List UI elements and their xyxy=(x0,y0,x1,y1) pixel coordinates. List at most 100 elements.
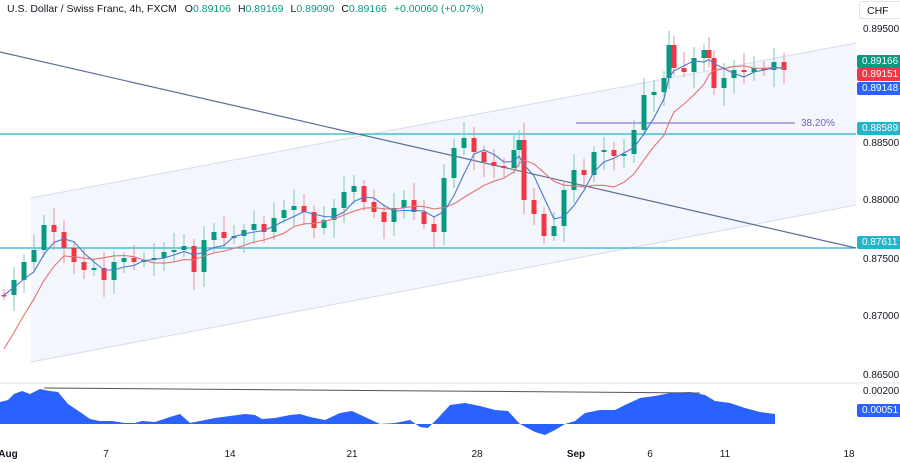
candle-body xyxy=(491,162,497,166)
candle-body xyxy=(21,262,27,280)
candle-body xyxy=(471,138,477,152)
candle-body xyxy=(361,186,367,202)
candle-body xyxy=(701,50,707,58)
time-tick-label: 18 xyxy=(843,449,855,460)
candle-body xyxy=(751,68,757,72)
price-tick-label: 0.89500 xyxy=(863,24,900,35)
candle-body xyxy=(51,225,57,232)
candle-body xyxy=(331,208,337,220)
price-tick-label: 0.88000 xyxy=(863,195,900,206)
candle-body xyxy=(591,152,597,175)
time-tick-label: 14 xyxy=(224,449,236,460)
candle-body xyxy=(321,220,327,228)
high-label: H xyxy=(237,3,246,15)
high-value: 0.89169 xyxy=(245,3,284,15)
price-tick-label: 0.88500 xyxy=(863,138,900,149)
candle-body xyxy=(771,62,777,70)
candle-body xyxy=(291,206,297,210)
candle-body xyxy=(681,68,687,72)
time-tick-label: 28 xyxy=(471,449,483,460)
candle-body xyxy=(381,212,387,222)
candle-body xyxy=(431,224,437,232)
candle-body xyxy=(631,130,637,154)
low-label: L xyxy=(290,3,297,15)
oscillator-divergence-line xyxy=(43,387,701,394)
candle-body xyxy=(706,50,712,58)
osc-value-tag: 0.00051 xyxy=(857,404,900,417)
candle-body xyxy=(571,170,577,190)
candle-body xyxy=(401,200,407,208)
price-tag: 0.89151 xyxy=(857,68,900,81)
symbol-title: U.S. Dollar / Swiss Franc, 4h, FXCM xyxy=(7,3,177,15)
candle-body xyxy=(721,78,727,88)
candle-body xyxy=(621,154,627,156)
candle-body xyxy=(181,246,187,250)
time-tick-label: 11 xyxy=(719,449,731,460)
candle-body xyxy=(421,212,427,224)
candle-body xyxy=(661,78,667,92)
candle-body xyxy=(281,210,287,218)
candle-body xyxy=(111,262,117,280)
candle-body xyxy=(91,268,97,270)
price-tag: 0.89166 xyxy=(857,55,900,68)
candle-body xyxy=(71,248,77,262)
candle-body xyxy=(211,232,217,240)
candle-body xyxy=(221,232,227,238)
candle-body xyxy=(171,250,177,252)
candle-body xyxy=(1,295,7,297)
candle-body xyxy=(41,225,47,250)
symbol-legend: U.S. Dollar / Swiss Franc, 4h, FXCM O 0.8… xyxy=(7,3,484,15)
time-tick-label: 6 xyxy=(647,449,653,460)
candle-body xyxy=(781,62,787,70)
candle-body xyxy=(691,58,697,72)
candle-body xyxy=(441,178,447,232)
candle-body xyxy=(741,70,747,72)
candle-body xyxy=(451,148,457,178)
price-tag: 0.88589 xyxy=(857,122,900,135)
candle-body xyxy=(271,218,277,232)
candle-body xyxy=(551,226,557,236)
time-tick-label: Sep xyxy=(566,449,586,460)
fib-level-label: 38.20% xyxy=(801,118,835,129)
candle-body xyxy=(251,224,257,230)
channel-upper-line xyxy=(30,42,857,199)
candle-body xyxy=(711,58,717,88)
candle-body xyxy=(241,230,247,236)
price-tick-label: 0.87500 xyxy=(863,254,900,265)
price-tick-label: 0.86500 xyxy=(863,370,900,381)
candle-body xyxy=(516,140,522,150)
candle-body xyxy=(561,190,567,226)
candle-body xyxy=(671,45,677,68)
candle-body xyxy=(531,200,537,214)
osc-tick-label: 0.00200 xyxy=(863,386,900,397)
currency-button[interactable]: CHF xyxy=(859,1,900,19)
candle-body xyxy=(351,186,357,192)
candle-body xyxy=(81,262,87,270)
time-tick-label: 7 xyxy=(103,449,109,460)
candle-body xyxy=(61,232,67,248)
open-value: 0.89106 xyxy=(192,3,231,15)
candle-body xyxy=(611,150,617,156)
candle-body xyxy=(31,250,37,262)
candle-body xyxy=(261,224,267,232)
candle-body xyxy=(511,150,517,168)
price-tag: 0.87611 xyxy=(857,236,900,249)
candle-body xyxy=(641,95,647,130)
candle-body xyxy=(161,252,167,258)
candle-body xyxy=(131,258,137,262)
descending-trendline xyxy=(0,51,857,249)
candle-body xyxy=(601,150,607,152)
candle-body xyxy=(541,214,547,236)
candle-body xyxy=(521,140,527,200)
channel-lower-line xyxy=(30,204,857,363)
candle-body xyxy=(481,152,487,162)
change-value: +0.00060 (+0.07%) xyxy=(393,3,484,15)
time-tick-label: Aug xyxy=(0,449,18,460)
candle-body xyxy=(666,45,672,78)
price-tag: 0.89148 xyxy=(857,82,900,95)
open-label: O xyxy=(184,3,193,15)
candle-body xyxy=(761,68,767,70)
candle-body xyxy=(581,170,587,175)
